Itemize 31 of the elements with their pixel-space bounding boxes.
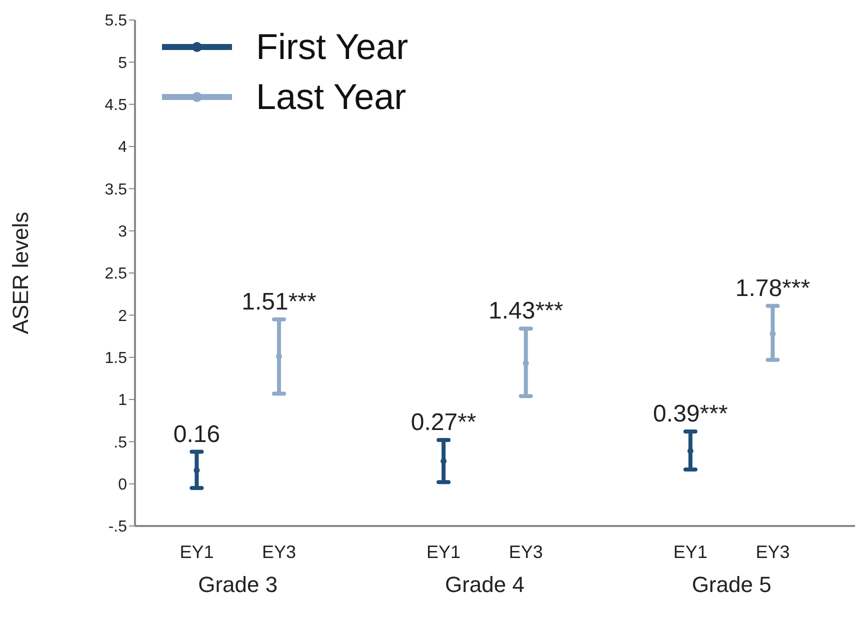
y-tick-label: 0 xyxy=(118,476,128,494)
y-tick-label: 2.5 xyxy=(104,266,128,283)
x-tick-label: EY1 xyxy=(673,542,708,562)
data-label: 1.51*** xyxy=(242,288,316,316)
x-tick-label: EY3 xyxy=(262,542,296,562)
x-tick-label: EY3 xyxy=(508,542,543,562)
y-tick-label: 4 xyxy=(118,139,128,156)
text: Grade 5 xyxy=(692,572,772,597)
x-tick-label: EY3 xyxy=(756,542,790,562)
data-label: 1.78*** xyxy=(735,274,810,302)
data-label: 1.43*** xyxy=(488,298,564,325)
y-tick-label: .5 xyxy=(114,434,128,452)
y-tick-label: 2 xyxy=(118,308,128,325)
y-tick-label: 3.5 xyxy=(104,181,128,198)
y-tick-label: 1 xyxy=(118,392,128,410)
legend-label: Last Year xyxy=(256,76,406,118)
y-tick-label: -.5 xyxy=(108,518,128,536)
y-axis-title: ASER levels xyxy=(8,212,33,334)
y-tick-label: 4.5 xyxy=(104,97,128,114)
x-tick-label: EY1 xyxy=(180,542,214,562)
y-tick-label: 1.5 xyxy=(104,350,128,368)
y-tick-label: 5 xyxy=(118,54,128,72)
y-tick-label: 5.5 xyxy=(104,12,128,30)
text: Grade 4 xyxy=(444,572,524,597)
data-label: 0.16 xyxy=(173,420,220,448)
legend-label: First Year xyxy=(256,26,408,68)
data-label: 0.39*** xyxy=(653,400,728,428)
text: Grade 3 xyxy=(198,572,278,597)
y-tick-label: 3 xyxy=(118,224,128,241)
x-tick-label: EY1 xyxy=(426,542,461,562)
data-label: 0.27** xyxy=(410,408,476,436)
